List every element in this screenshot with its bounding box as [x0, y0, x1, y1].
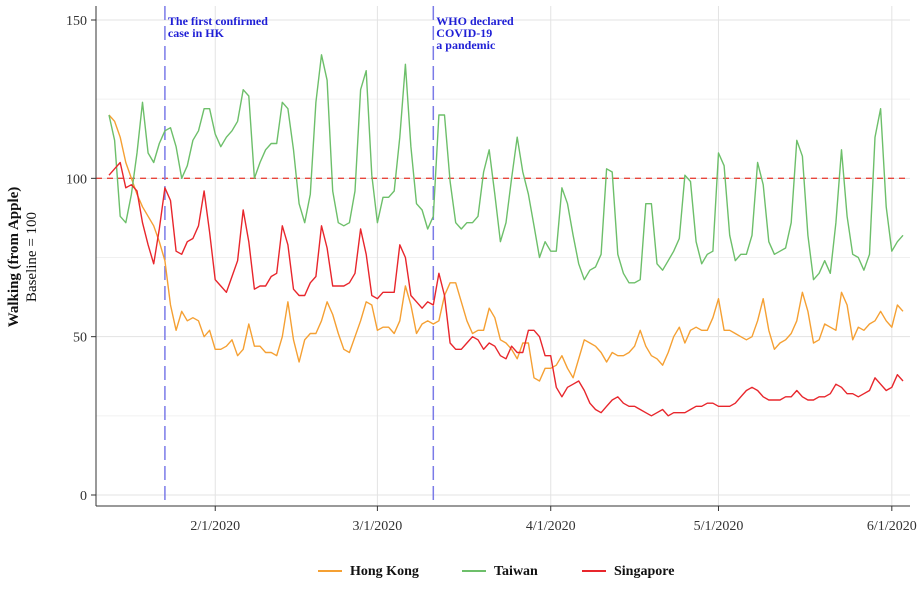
series-line-taiwan	[108, 54, 904, 284]
x-tick-label: 2/1/2020	[190, 519, 240, 534]
series-line-hong-kong	[108, 114, 904, 382]
y-tick-label: 150	[66, 14, 87, 29]
event-annotation-text: The first confirmed	[168, 14, 268, 28]
series-lines	[108, 54, 904, 417]
event-annotation-text: COVID-19	[436, 26, 492, 40]
x-tick-label: 3/1/2020	[353, 519, 403, 534]
legend-label-hong-kong: Hong Kong	[350, 564, 419, 579]
legend: Hong Kong Taiwan Singapore	[318, 564, 674, 579]
legend-label-taiwan: Taiwan	[494, 564, 538, 579]
x-tick-label: 6/1/2020	[867, 519, 917, 534]
event-annotation-text: a pandemic	[436, 38, 496, 52]
legend-label-singapore: Singapore	[614, 564, 674, 579]
axes: 0 50 100 150 2/1/2020 3/1/2020 4/1/2020 5/1/202…	[66, 6, 917, 534]
event-annotation-text: case in HK	[168, 26, 225, 40]
y-tick-label: 0	[80, 489, 87, 504]
x-tick-label: 5/1/2020	[694, 519, 744, 534]
series-line-singapore	[108, 161, 904, 417]
y-tick-label: 50	[73, 331, 87, 346]
y-axis-title: Walking (from Apple)	[6, 187, 22, 328]
y-axis-subtitle: Baseline = 100	[24, 212, 40, 302]
event-annotation-text: WHO declared	[436, 14, 514, 28]
x-tick-label: 4/1/2020	[526, 519, 576, 534]
plot-background	[96, 6, 910, 506]
y-tick-label: 100	[66, 172, 87, 187]
